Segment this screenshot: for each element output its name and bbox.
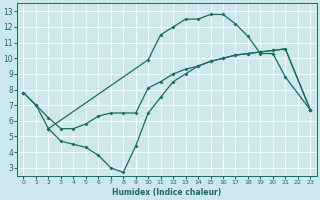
X-axis label: Humidex (Indice chaleur): Humidex (Indice chaleur) — [112, 188, 221, 197]
